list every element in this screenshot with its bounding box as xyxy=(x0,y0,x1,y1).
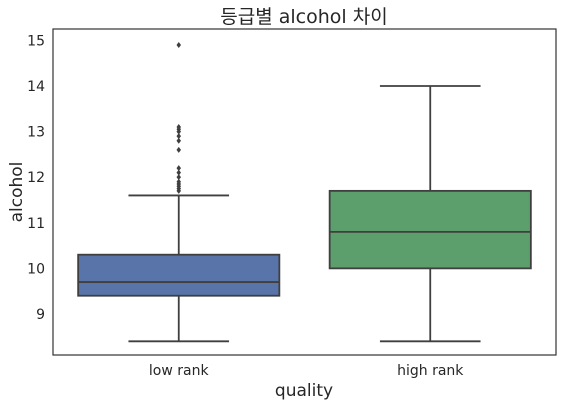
box-low-rank xyxy=(77,41,281,343)
outlier-point xyxy=(176,169,181,176)
outlier-point xyxy=(176,41,181,48)
y-tick-label: 15 xyxy=(27,33,45,49)
outlier-point xyxy=(176,178,181,185)
iqr-box xyxy=(328,189,532,270)
y-tick-label: 13 xyxy=(27,125,45,141)
y-tick-label: 14 xyxy=(27,79,45,95)
outlier-point xyxy=(176,124,181,131)
y-tick-label: 11 xyxy=(27,216,45,232)
x-axis-ticks: low rank high rank xyxy=(149,363,464,379)
y-tick-label: 10 xyxy=(27,261,45,277)
outlier-point xyxy=(176,174,181,181)
x-tick-label: high rank xyxy=(397,363,464,379)
y-axis-label: alcohol xyxy=(7,162,27,223)
y-axis-ticks: 9 10 11 12 13 14 15 xyxy=(27,33,45,323)
x-axis-label: quality xyxy=(275,381,333,401)
chart-title: 등급별 alcohol 차이 xyxy=(220,6,387,28)
y-tick-label: 9 xyxy=(36,307,45,323)
boxes-layer xyxy=(77,41,532,343)
outlier-point xyxy=(176,146,181,153)
outlier-point xyxy=(176,137,181,144)
x-tick-label: low rank xyxy=(149,363,210,379)
outlier-point xyxy=(176,165,181,172)
iqr-box xyxy=(77,253,281,297)
y-tick-label: 12 xyxy=(27,170,45,186)
box-high-rank xyxy=(328,85,532,343)
outlier-point xyxy=(176,133,181,140)
